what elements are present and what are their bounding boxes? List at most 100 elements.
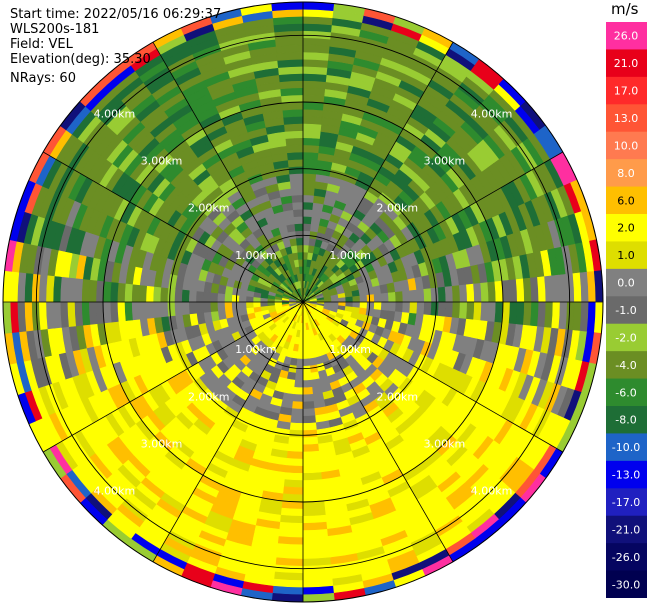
azimuth-spoke — [42, 301, 304, 453]
gate-cell — [278, 65, 304, 76]
gate-cell — [451, 285, 461, 303]
gate-cell — [289, 237, 298, 247]
colorbar-tick-label: -4.0 — [615, 359, 636, 372]
gate-cell — [289, 415, 304, 424]
gate-cell — [395, 301, 404, 313]
gate-cell — [209, 301, 219, 313]
colorbar-swatch — [606, 214, 647, 242]
gate-cell — [529, 301, 540, 327]
nrays-label: NRays: 60 — [10, 71, 76, 86]
gate-cell — [338, 297, 347, 303]
gate-cell — [487, 281, 497, 303]
gate-cell — [224, 301, 233, 311]
gate-cell — [88, 279, 98, 303]
gate-cell — [416, 288, 425, 303]
gate-cell — [74, 277, 84, 303]
gate-cell — [302, 322, 307, 331]
gate-cell — [480, 301, 490, 322]
colorbar-swatch — [606, 378, 647, 407]
gate-cell — [174, 301, 183, 316]
gate-cell — [138, 301, 148, 320]
gate-cell — [351, 289, 361, 298]
gate-cell — [245, 306, 255, 315]
colorbar-tick-label: -26.0 — [612, 551, 640, 564]
gate-cell — [81, 301, 91, 326]
colorbar: 26.0 21.0 17.0 13.0 10.0 8.0 6.0 2.0 1.0 0.0 -1.0 -… — [606, 22, 647, 598]
gate-cell — [145, 301, 155, 319]
gate-cell — [473, 301, 482, 321]
gate-cell — [202, 301, 211, 313]
gate-cell — [296, 244, 304, 253]
gate-cell — [124, 301, 133, 321]
gate-cell — [238, 301, 247, 310]
colorbar-swatch — [606, 159, 647, 188]
gate-cell — [366, 294, 375, 303]
gate-cell — [159, 301, 169, 318]
gate-cell — [508, 301, 518, 325]
gate-cell — [287, 158, 304, 168]
colorbar-tick-label: -8.0 — [615, 414, 636, 427]
colorbar-swatch — [606, 49, 647, 78]
gate-cell — [302, 194, 315, 203]
gate-cell — [202, 291, 211, 303]
colorbar-swatch — [606, 241, 647, 270]
gate-cell — [529, 277, 540, 303]
gate-cell — [174, 288, 183, 303]
gate-cell — [216, 301, 226, 312]
colorbar-swatch — [606, 460, 647, 489]
gate-cell — [302, 123, 322, 132]
gate-cell — [277, 58, 304, 68]
gate-cell — [294, 372, 304, 381]
gate-cell — [302, 429, 318, 439]
gate-cell — [302, 365, 311, 374]
gate-cell — [302, 351, 310, 360]
colorbar-swatch — [606, 406, 647, 434]
gate-cell — [289, 173, 304, 182]
gate-cell — [286, 443, 304, 453]
gate-cell — [278, 73, 304, 83]
gate-cell — [287, 436, 304, 446]
gate-cell — [278, 528, 304, 539]
colorbar-tick-label: 10.0 — [614, 139, 639, 152]
gate-cell — [522, 277, 532, 303]
gate-cell — [466, 283, 475, 303]
range-ring-label: 4.00km — [471, 107, 513, 120]
gate-cell — [152, 285, 162, 303]
gate-cell — [537, 276, 547, 303]
gate-cell — [285, 137, 304, 147]
gate-cell — [291, 401, 304, 410]
gate-cell — [279, 80, 304, 90]
gate-cell — [116, 301, 126, 322]
range-ring-label: 2.00km — [188, 202, 230, 215]
gate-cell — [245, 301, 254, 309]
azimuth-spoke — [302, 151, 564, 303]
gate-cell — [352, 295, 361, 303]
gate-cell — [124, 283, 133, 303]
gate-cell — [302, 457, 321, 467]
gate-cell — [366, 301, 375, 310]
gate-cell — [380, 301, 390, 312]
azimuth-spoke — [302, 301, 564, 453]
gate-cell — [515, 278, 525, 303]
gate-cell — [359, 294, 368, 303]
gate-cell — [145, 285, 155, 303]
azimuth-spoke — [152, 41, 304, 303]
gate-cell — [302, 173, 317, 182]
gate-cell — [302, 536, 329, 546]
gate-cell — [302, 108, 324, 118]
gate-cell — [289, 180, 304, 189]
gate-cell — [231, 294, 240, 303]
gate-cell — [302, 372, 312, 381]
gate-cell — [297, 251, 304, 260]
gate-cell — [302, 130, 322, 139]
colorbar-tick-label: 0.0 — [617, 277, 635, 290]
colorbar-tick-label: 21.0 — [614, 57, 639, 70]
gate-cell — [345, 296, 354, 303]
gate-cell — [302, 58, 329, 68]
azimuth-spoke — [42, 151, 304, 303]
colorbar-tick-label: -13.0 — [612, 469, 640, 482]
gate-cell — [302, 386, 314, 396]
gate-cell — [88, 301, 98, 325]
gate-cell — [302, 230, 311, 239]
gate-cell — [288, 165, 304, 175]
